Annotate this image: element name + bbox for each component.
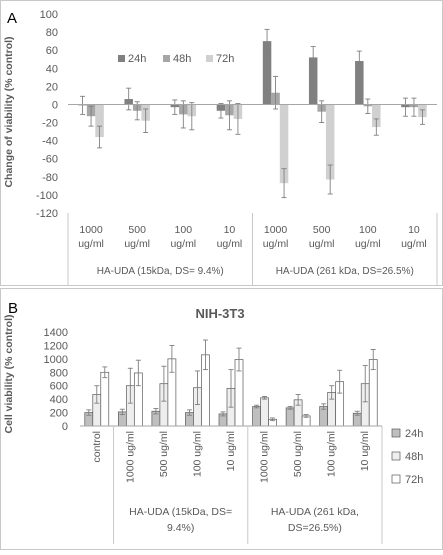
panel-a-bar-72h xyxy=(95,104,104,138)
panel-b-legend-label: 72h xyxy=(405,474,423,486)
panel-a-bar-72h xyxy=(325,104,335,180)
panel-b-legend-label: 48h xyxy=(405,451,423,463)
panel-a-y-tick: -60 xyxy=(42,154,58,166)
panel-b-legend-swatch-72h xyxy=(391,474,401,484)
panel-a-y-axis-label: Change of viability (% control) xyxy=(3,36,15,187)
panel-a-legend-swatch-72h xyxy=(206,55,213,62)
panel-a-y-tick: 0 xyxy=(52,99,58,111)
panel-a-bar-24h xyxy=(308,57,318,105)
panel-b-y-tick: 1200 xyxy=(44,340,68,352)
panel-a-y-tick: -80 xyxy=(42,172,58,184)
panel-b-bar-24h xyxy=(252,406,261,427)
panel-b-y-tick: 1000 xyxy=(44,354,68,366)
panel-a-y-tick: 80 xyxy=(46,27,58,39)
panel-a-x-tick: ug/ml xyxy=(124,238,150,250)
panel-a-x-tick: 500 xyxy=(313,224,331,236)
panel-b-bar-72h xyxy=(100,371,110,427)
panel-a-x-tick: 100 xyxy=(175,224,193,236)
panel-b-legend-label: 24h xyxy=(405,428,423,440)
panel-a-group-label: HA-UDA (15kDa, DS= 9.4%) xyxy=(97,266,224,277)
panel-a-bar-24h xyxy=(355,61,364,105)
panel-a-y-tick: -100 xyxy=(36,190,58,202)
panel-a-legend-swatch-24h xyxy=(118,55,125,62)
panel-a-x-tick: ug/ml xyxy=(309,238,335,250)
panel-a-y-tick: -40 xyxy=(42,136,58,148)
panel-a-chart: -120 -100 -80 -60 -40 -20 0 20 40 60 80 100 1000 ug/m… xyxy=(36,9,438,285)
panel-a-x-tick: ug/ml xyxy=(401,238,427,250)
panel-b-x-tick: 10 ug/ml xyxy=(359,431,371,471)
panel-a-bar-24h xyxy=(262,41,272,105)
panel-a-x-tick: ug/ml xyxy=(170,238,196,250)
panel-a-group-label: HA-UDA (261 kDa, DS=26.5%) xyxy=(276,266,414,277)
panel-b-bar-24h xyxy=(285,407,295,427)
panel-b-y-axis-label: Cell viability (% control) xyxy=(3,314,15,433)
panel-b-x-tick: 1000 ug/ml xyxy=(124,431,136,483)
panel-b-group-label: 9.4%) xyxy=(167,522,194,534)
panel-b-x-tick: 500 ug/ml xyxy=(158,431,170,477)
panel-a-x-tick: 10 xyxy=(224,224,236,236)
panel-a-legend-swatch-48h xyxy=(163,55,170,62)
panel-b-y-tick: 200 xyxy=(50,408,68,420)
panel-a-x-tick: ug/ml xyxy=(263,238,289,250)
panel-a-y-tick: 40 xyxy=(46,63,58,75)
panel-b-title: NIH-3T3 xyxy=(195,306,244,321)
panel-a-x-tick: ug/ml xyxy=(217,238,243,250)
panel-b-label: B xyxy=(8,300,18,317)
panel-a-x-tick: 10 xyxy=(408,224,420,236)
panel-b-y-tick: 400 xyxy=(50,394,68,406)
panel-b-y-tick: 600 xyxy=(50,381,68,393)
panel-b-y-tick: 0 xyxy=(62,421,68,433)
panel-b-x-tick: 100 ug/ml xyxy=(191,431,203,477)
panel-a-y-tick: -20 xyxy=(42,118,58,130)
panel-a-bar-72h xyxy=(372,104,381,128)
panel-a-y-tick: 100 xyxy=(40,9,58,21)
panel-a-y-tick: 20 xyxy=(46,81,58,93)
panel-a-x-tick: ug/ml xyxy=(355,238,381,250)
panel-b-group-label: DS=26.5%) xyxy=(288,522,342,534)
panel-a-x-tick: 100 xyxy=(359,224,377,236)
panel-a-label: A xyxy=(7,10,17,27)
panel-b-y-tick: 1400 xyxy=(44,327,68,339)
panel-a-x-tick: 1000 xyxy=(79,224,103,236)
panel-b-group-label: HA-UDA (261 kDa, xyxy=(271,506,359,518)
panel-b-legend-swatch-24h xyxy=(391,428,401,438)
panel-a-x-tick: 1000 xyxy=(264,224,288,236)
panel-a-y-tick: -120 xyxy=(36,208,58,220)
panel-a-legend-label: 24h xyxy=(128,53,146,65)
panel-b-bar-48h xyxy=(260,397,269,427)
panel-b-legend-swatch-48h xyxy=(391,451,401,461)
panel-b-x-tick: control xyxy=(91,431,103,463)
panel-a-bar-72h xyxy=(279,104,289,184)
panel-b-y-tick: 800 xyxy=(50,367,68,379)
panel-a-legend-label: 48h xyxy=(173,53,191,65)
panel-a-y-tick: 60 xyxy=(46,45,58,57)
panel-b-x-tick: 1000 ug/ml xyxy=(259,431,271,483)
panel-a-legend-label: 72h xyxy=(216,53,234,65)
panel-b-group-label: HA-UDA (15kDa, DS= xyxy=(129,506,232,518)
panel-a-x-tick: 500 xyxy=(128,224,146,236)
panel-a-x-tick: ug/ml xyxy=(78,238,104,250)
panel-b-x-tick: 100 ug/ml xyxy=(326,431,338,477)
panel-b-x-tick: 500 ug/ml xyxy=(292,431,304,477)
panel-b-x-tick: 10 ug/ml xyxy=(225,431,237,471)
